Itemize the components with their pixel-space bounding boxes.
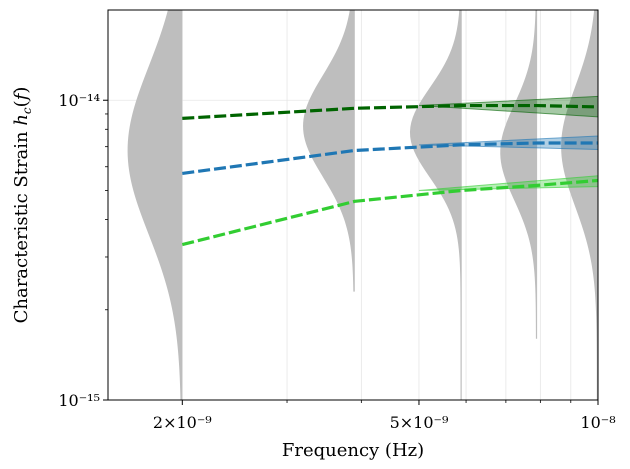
- x-axis-ticks: 2×10⁻⁹ 5×10⁻⁹ 10⁻⁸: [153, 400, 616, 432]
- y-tick-label: 10⁻¹⁴: [58, 91, 100, 110]
- y-axis-ticks: 10⁻¹⁵ 10⁻¹⁴: [58, 91, 108, 410]
- x-axis-label: Frequency (Hz): [282, 440, 424, 461]
- violin-shape: [303, 10, 355, 292]
- plot-frame: [107, 9, 599, 401]
- violins: [127, 10, 598, 400]
- band-light-green: [418, 175, 598, 191]
- series-lines: [181, 103, 598, 247]
- series-line-blue: [182, 141, 598, 176]
- violin-shape: [127, 10, 183, 400]
- violin-shape: [409, 10, 462, 400]
- violin-shape: [561, 10, 598, 400]
- y-tick-label: 10⁻¹⁵: [58, 391, 100, 410]
- x-tick-label: 2×10⁻⁹: [153, 413, 212, 432]
- violin-shape: [500, 10, 538, 339]
- series-line-dark-green: [182, 103, 598, 120]
- y-axis-label: Characteristic Strain hc(f): [11, 87, 34, 324]
- x-tick-label: 5×10⁻⁹: [390, 413, 449, 432]
- x-tick-label: 10⁻⁸: [580, 413, 615, 432]
- series-line-light-green: [181, 178, 598, 247]
